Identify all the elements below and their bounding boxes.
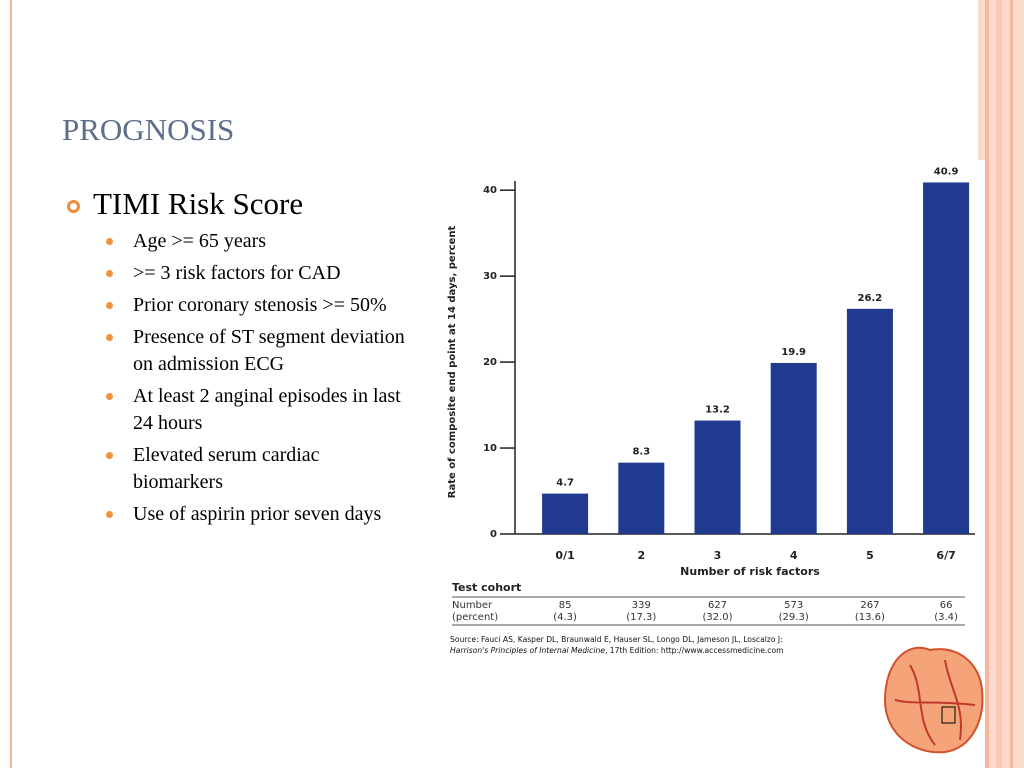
cohort-percent: (29.3) — [779, 612, 809, 623]
y-tick-label: 10 — [483, 443, 497, 454]
value-label: 40.9 — [934, 166, 959, 177]
x-tick-label: 4 — [790, 549, 798, 562]
stripe — [1010, 0, 1013, 768]
x-tick-label: 0/1 — [555, 549, 574, 562]
cohort-number: 627 — [708, 600, 727, 611]
slide-title: PROGNOSIS — [62, 112, 235, 147]
left-rule — [10, 0, 12, 768]
heart — [883, 647, 984, 754]
cohort-percent: (3.4) — [934, 612, 958, 623]
y-tick-label: 20 — [483, 357, 497, 368]
y-tick-label: 30 — [483, 271, 497, 282]
y-tick-label: 0 — [490, 529, 497, 540]
sub-bullet: Use of aspirin prior seven days — [106, 501, 405, 528]
bar — [923, 182, 970, 534]
x-tick-label: 3 — [714, 549, 722, 562]
source-book: Harrison's Principles of Internal Medici… — [450, 646, 605, 655]
sub-bullet: Presence of ST segment deviation on admi… — [106, 324, 405, 378]
bar — [846, 308, 893, 534]
row-label: (percent) — [452, 612, 498, 623]
value-label: 19.9 — [781, 347, 806, 358]
cohort-percent: (4.3) — [553, 612, 577, 623]
source: Harrison's Principles of Internal Medici… — [450, 646, 784, 655]
cohort-percent: (13.6) — [855, 612, 885, 623]
table-title: Test cohort — [452, 581, 521, 594]
x-tick-label: 2 — [637, 549, 645, 562]
sub-bullet: At least 2 anginal episodes in last 24 h… — [106, 383, 405, 437]
sub-bullet: Prior coronary stenosis >= 50% — [106, 292, 405, 319]
y-axis-label: Rate of composite end point at 14 days, … — [447, 226, 458, 499]
x-axis-label: Number of risk factors — [680, 565, 820, 578]
cohort-percent: (32.0) — [702, 612, 732, 623]
cohort-number: 85 — [559, 600, 572, 611]
sub-bullet: Elevated serum cardiac biomarkers — [106, 442, 405, 496]
stripe — [985, 0, 989, 768]
y-tick-label: 40 — [483, 185, 497, 196]
value-label: 26.2 — [858, 293, 883, 304]
value-label: 4.7 — [556, 478, 574, 489]
value-label: 8.3 — [632, 447, 650, 458]
value-label: 13.2 — [705, 405, 730, 416]
x-tick-label: 5 — [866, 549, 874, 562]
sub-bullet: Age >= 65 years — [106, 228, 405, 255]
bullet-list: TIMI Risk Score Age >= 65 years >= 3 risk … — [62, 186, 422, 533]
bar — [542, 493, 589, 534]
x-tick-label: 6/7 — [936, 549, 955, 562]
bullet: TIMI Risk Score — [62, 186, 422, 222]
row-label: Number — [452, 600, 493, 611]
bar — [618, 462, 665, 534]
cohort-percent: (17.3) — [626, 612, 656, 623]
bar — [694, 420, 741, 534]
stripe — [996, 0, 1002, 768]
cohort-number: 66 — [940, 600, 953, 611]
source: Source: Fauci AS, Kasper DL, Braunwald E… — [450, 635, 783, 644]
cohort-number: 267 — [860, 600, 879, 611]
source-edition: , 17th Edition: http://www.accessmedicin… — [605, 646, 784, 655]
cohort-number: 339 — [632, 600, 651, 611]
bar — [770, 362, 817, 534]
sub-bullet: >= 3 risk factors for CAD — [106, 260, 405, 287]
cohort-number: 573 — [784, 600, 803, 611]
